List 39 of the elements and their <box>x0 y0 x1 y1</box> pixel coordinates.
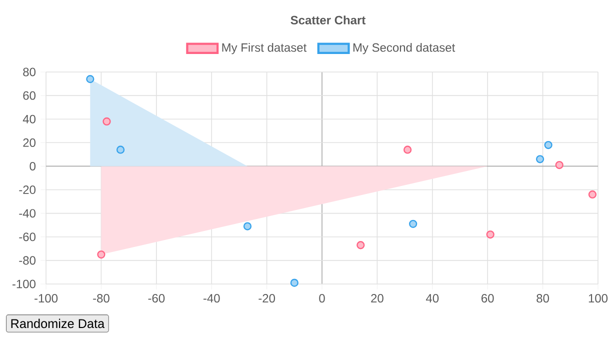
x-tick-label: -60 <box>148 294 165 303</box>
point <box>102 117 111 126</box>
y-tick-label: 60 <box>23 91 36 100</box>
point <box>243 222 252 230</box>
y-tick-label: 20 <box>23 138 36 147</box>
y-tick-label: -60 <box>19 232 36 242</box>
legend-label: My First dataset <box>222 42 307 54</box>
point <box>409 220 418 228</box>
x-tick-label: 80 <box>536 294 549 303</box>
point <box>116 146 125 154</box>
point <box>588 190 597 199</box>
y-tick-label: 40 <box>22 114 36 124</box>
y-tick-label: 80 <box>23 68 36 76</box>
point <box>555 160 564 170</box>
text: Randomize Data <box>11 318 105 328</box>
x-tick-label: 60 <box>482 294 494 303</box>
chart-title: Scatter Chart <box>290 16 366 24</box>
x-tick-label: 100 <box>588 294 608 303</box>
point <box>356 241 365 250</box>
legend-label: My Second dataset <box>353 42 456 54</box>
x-tick-label: 20 <box>371 294 384 303</box>
point <box>290 278 298 287</box>
point <box>536 155 544 164</box>
point <box>486 230 494 239</box>
y-tick-label: -100 <box>12 280 36 288</box>
y-tick-label: -20 <box>19 186 36 194</box>
y-tick-label: -40 <box>19 209 36 218</box>
x-tick-label: 0 <box>319 294 325 303</box>
x-tick-label: -100 <box>34 294 58 303</box>
point <box>86 74 94 84</box>
x-tick-label: 40 <box>426 294 439 303</box>
y-tick-label: 0 <box>30 162 36 170</box>
y-tick-label: -80 <box>19 256 36 265</box>
point <box>403 146 412 154</box>
point <box>97 250 106 259</box>
x-tick-label: -80 <box>93 294 110 303</box>
x-tick-label: -40 <box>203 294 220 303</box>
x-tick-label: -20 <box>258 294 276 303</box>
point <box>544 140 552 150</box>
